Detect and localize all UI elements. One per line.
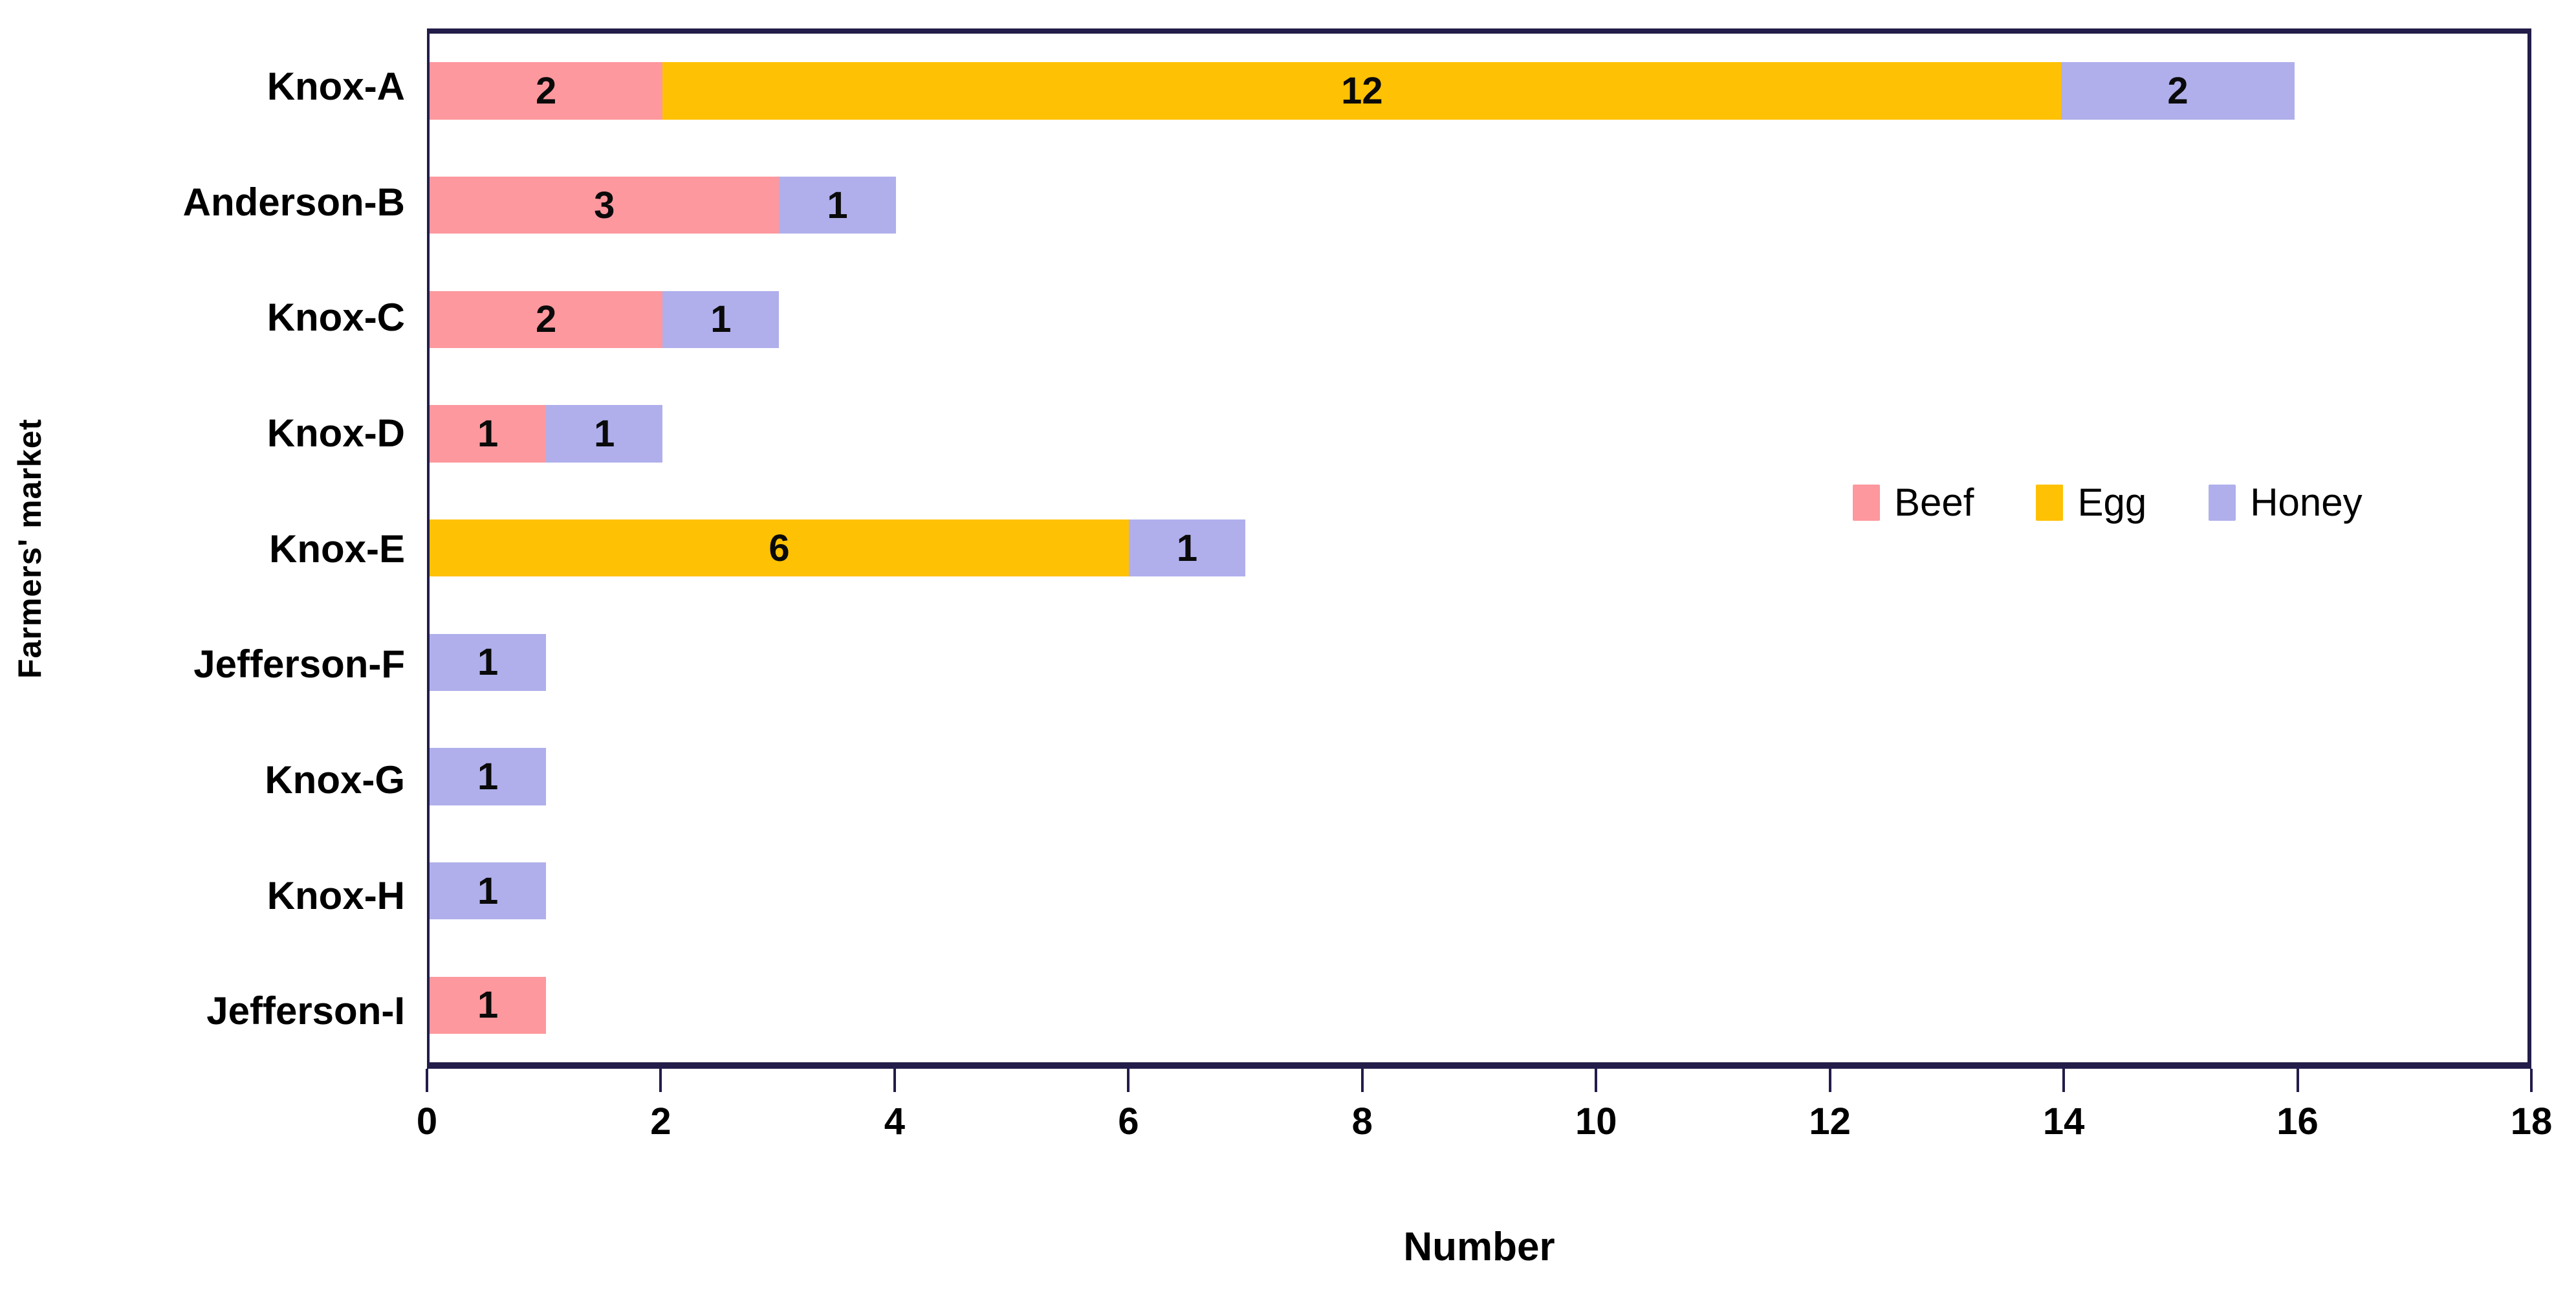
y-axis-category-labels: Knox-A Anderson-B Knox-C Knox-D Knox-E Jeffer…: [56, 28, 405, 1069]
y-axis-title: Farmers' market: [4, 28, 56, 1069]
x-tick-mark: [426, 1069, 428, 1092]
legend-label: Beef: [1894, 481, 1974, 524]
value-label: 1: [477, 984, 499, 1027]
value-label: 2: [2167, 69, 2189, 112]
legend-item-beef: Beef: [1853, 480, 1974, 525]
x-tick-mark: [1828, 1069, 1831, 1092]
category-label: Knox-C: [267, 296, 405, 340]
bar-segment-egg: 12: [662, 62, 2062, 120]
category-label: Knox-E: [269, 527, 405, 571]
plot-area: Beef Egg Honey 2 12 2 3 1 2 1 1 1 6 1 1 1 1 1: [427, 28, 2531, 1069]
x-tick-mark: [1360, 1069, 1364, 1092]
x-tick-mark: [2296, 1069, 2299, 1092]
x-tick-label: 2: [650, 1100, 671, 1142]
y-axis-title-text: Farmers' market: [12, 418, 49, 679]
x-tick-label: 10: [1575, 1100, 1617, 1142]
bar-segment-egg: 6: [430, 519, 1129, 577]
x-tick-label: 16: [2276, 1100, 2319, 1142]
bar-segment-beef: 1: [430, 405, 547, 463]
value-label: 1: [827, 184, 848, 226]
category-label: Knox-A: [267, 64, 405, 108]
bar-segment-beef: 3: [430, 176, 780, 234]
bar-segment-honey: 2: [2061, 62, 2295, 120]
category-label: Knox-H: [267, 873, 405, 917]
bar-segment-beef: 1: [430, 976, 547, 1034]
x-tick-mark: [2062, 1069, 2066, 1092]
legend-swatch-beef: [1853, 484, 1880, 521]
x-tick-label: 0: [416, 1100, 438, 1142]
bar-segment-honey: 1: [430, 633, 547, 691]
value-label: 1: [477, 755, 499, 798]
bar-segment-honey: 1: [430, 862, 547, 920]
bar-row: 1: [430, 834, 2527, 948]
value-label: 3: [594, 184, 615, 226]
x-tick-label: 12: [1809, 1100, 1851, 1142]
bar-segment-honey: 1: [662, 290, 780, 348]
x-tick-label: 4: [884, 1100, 906, 1142]
bar-segment-honey: 1: [1128, 519, 1246, 577]
x-tick-mark: [893, 1069, 896, 1092]
category-label: Anderson-B: [182, 180, 405, 224]
x-tick-label: 14: [2042, 1100, 2085, 1142]
legend-swatch-honey: [2209, 484, 2236, 521]
legend-swatch-egg: [2036, 484, 2064, 521]
legend-item-honey: Honey: [2209, 480, 2363, 525]
stacked-bar: 1: [430, 976, 2527, 1034]
x-tick-mark: [1595, 1069, 1598, 1092]
stacked-bar: 1: [430, 862, 2527, 920]
x-tick-mark: [659, 1069, 662, 1092]
value-label: 1: [1176, 527, 1198, 569]
category-label: Knox-G: [265, 758, 405, 802]
x-tick-label: 6: [1118, 1100, 1139, 1142]
bar-row: 1: [430, 948, 2527, 1062]
x-axis-ticks: 0 2 4 6 8 10 12 14 16 18: [417, 1069, 2552, 1159]
legend-label: Egg: [2077, 481, 2147, 524]
value-label: 2: [536, 69, 557, 112]
bar-segment-beef: 2: [430, 62, 663, 120]
x-tick-label: 8: [1351, 1100, 1373, 1142]
value-label: 6: [769, 527, 790, 569]
stacked-bar: 1: [430, 633, 2527, 691]
value-label: 1: [477, 869, 499, 912]
bar-segment-honey: 1: [779, 176, 896, 234]
value-label: 2: [536, 298, 557, 341]
value-label: 1: [477, 412, 499, 455]
category-label: Jefferson-I: [206, 989, 405, 1033]
value-label: 12: [1341, 69, 1383, 112]
bar-row: 1: [430, 605, 2527, 719]
bar-segment-honey: 1: [430, 748, 547, 805]
bar-segment-honey: 1: [546, 405, 663, 463]
x-axis-title: Number: [1403, 1225, 1555, 1269]
x-tick-mark: [1127, 1069, 1130, 1092]
legend-item-egg: Egg: [2036, 480, 2146, 525]
bar-row: 1: [430, 719, 2527, 834]
value-label: 1: [594, 412, 615, 455]
legend: Beef Egg Honey: [1853, 480, 2363, 525]
bar-segment-beef: 2: [430, 290, 663, 348]
stacked-bar: 2 12 2: [430, 62, 2527, 120]
x-tick-label: 18: [2510, 1100, 2553, 1142]
bar-row: 2 12 2: [430, 34, 2527, 148]
x-tick-mark: [2530, 1069, 2533, 1092]
stacked-bar: 1: [430, 748, 2527, 805]
category-label: Jefferson-F: [193, 642, 405, 686]
value-label: 1: [710, 298, 732, 341]
category-label: Knox-D: [267, 411, 405, 455]
value-label: 1: [477, 641, 499, 684]
legend-label: Honey: [2250, 481, 2363, 524]
